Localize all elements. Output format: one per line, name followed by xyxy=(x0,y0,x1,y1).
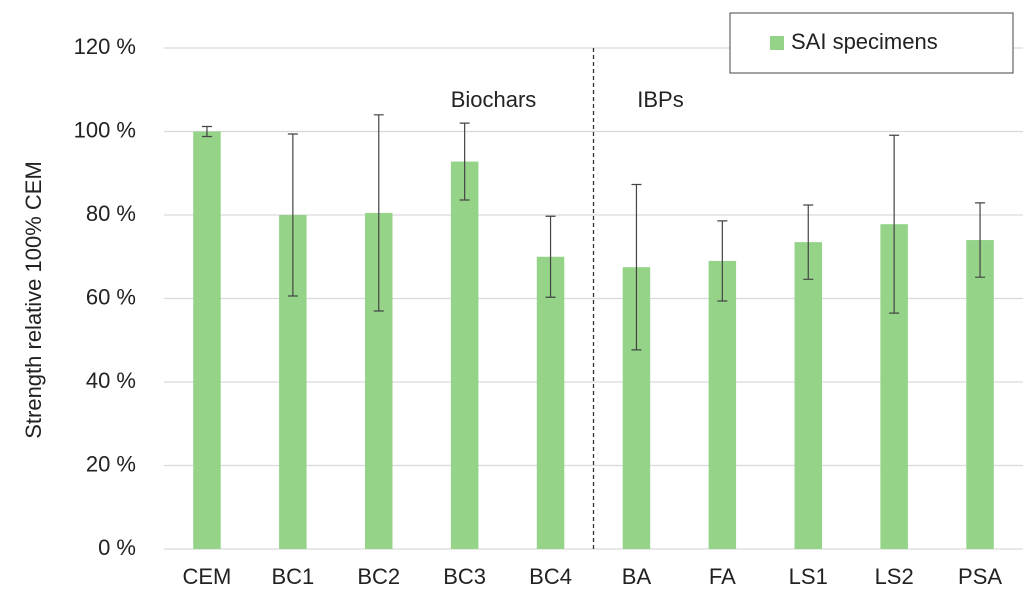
error-bar xyxy=(459,122,470,201)
error-bar xyxy=(631,183,642,351)
x-tick-label: LS1 xyxy=(789,564,828,589)
group-annotation: Biochars xyxy=(451,87,537,112)
error-bar xyxy=(287,133,298,297)
x-tick-label: BC4 xyxy=(529,564,572,589)
x-tick-label: BC3 xyxy=(443,564,486,589)
x-tick-label: BC1 xyxy=(271,564,314,589)
error-bar xyxy=(201,125,212,138)
x-tick-label: BC2 xyxy=(357,564,400,589)
error-bar xyxy=(717,220,728,302)
y-tick-label: 0 % xyxy=(98,535,136,560)
bar xyxy=(450,161,479,549)
group-annotation: IBPs xyxy=(637,87,683,112)
bar xyxy=(536,256,565,549)
x-tick-label: BA xyxy=(622,564,652,589)
x-tick-label: LS2 xyxy=(875,564,914,589)
y-axis-label: Strength relative 100% CEM xyxy=(21,161,46,439)
bar xyxy=(794,242,822,549)
error-bar xyxy=(975,202,986,278)
error-bar xyxy=(803,204,814,280)
y-tick-label: 40 % xyxy=(86,368,136,393)
legend-swatch xyxy=(770,36,784,50)
y-tick-label: 80 % xyxy=(86,201,136,226)
error-bar xyxy=(545,215,556,298)
y-tick-label: 100 % xyxy=(74,117,136,142)
y-tick-label: 20 % xyxy=(86,451,136,476)
bar xyxy=(966,240,994,550)
legend-label: SAI specimens xyxy=(791,29,938,54)
x-tick-label: PSA xyxy=(958,564,1002,589)
error-bar xyxy=(373,114,384,312)
error-bar xyxy=(889,134,900,314)
x-tick-label: CEM xyxy=(183,564,232,589)
y-tick-label: 60 % xyxy=(86,284,136,309)
y-tick-label: 120 % xyxy=(74,34,136,59)
x-tick-label: FA xyxy=(709,564,736,589)
bar xyxy=(193,131,221,549)
bar xyxy=(708,260,737,549)
